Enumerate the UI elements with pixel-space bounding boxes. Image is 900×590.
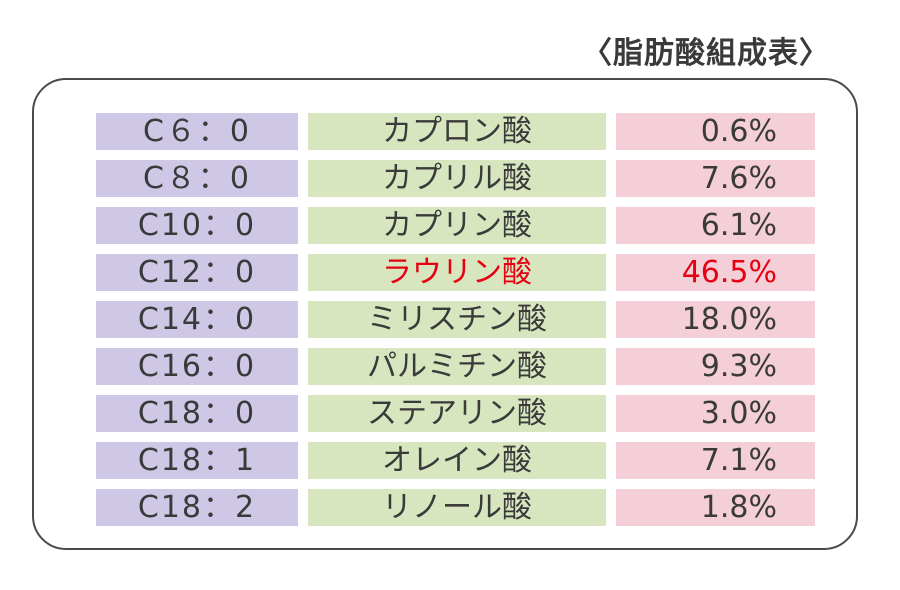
fatty-acid-name-cell: リノール酸 [308,489,606,526]
fatty-acid-code-cell: C６：0 [96,113,298,150]
fatty-acid-code-cell: C10：0 [96,207,298,244]
fatty-acid-percent-cell: 3.0% [616,395,815,432]
fatty-acid-percent-cell: 6.1% [616,207,815,244]
table-row: C６：0 カプロン酸 0.6% [96,113,815,150]
table-row: C18：0 ステアリン酸 3.0% [96,395,815,432]
fatty-acid-percent-cell: 46.5% [616,254,815,291]
fatty-acid-name-cell: カプリン酸 [308,207,606,244]
fatty-acid-code-cell: C18：0 [96,395,298,432]
fatty-acid-code-cell: C14：0 [96,301,298,338]
fatty-acid-name-cell: パルミチン酸 [308,348,606,385]
fatty-acid-percent-cell: 7.6% [616,160,815,197]
table-row: C18：1 オレイン酸 7.1% [96,442,815,479]
table-row: C10：0 カプリン酸 6.1% [96,207,815,244]
fatty-acid-name-cell: ミリスチン酸 [308,301,606,338]
table-row: C12：0 ラウリン酸 46.5% [96,254,815,291]
table-row: C18：2 リノール酸 1.8% [96,489,815,526]
fatty-acid-code-cell: C18：1 [96,442,298,479]
fatty-acid-name-cell: ステアリン酸 [308,395,606,432]
fatty-acid-name-cell: ラウリン酸 [308,254,606,291]
table-title: 〈脂肪酸組成表〉 [582,36,830,71]
fatty-acid-percent-cell: 18.0% [616,301,815,338]
fatty-acid-code-cell: C18：2 [96,489,298,526]
fatty-acid-percent-cell: 1.8% [616,489,815,526]
fatty-acid-name-cell: オレイン酸 [308,442,606,479]
fatty-acid-percent-cell: 9.3% [616,348,815,385]
table-row: C14：0 ミリスチン酸 18.0% [96,301,815,338]
fatty-acid-code-cell: C16：0 [96,348,298,385]
fatty-acid-table: C６：0 カプロン酸 0.6% C８：0 カプリル酸 7.6% C10：0 カプリン酸 6.1%… [96,113,815,536]
fatty-acid-percent-cell: 7.1% [616,442,815,479]
table-row: C16：0 パルミチン酸 9.3% [96,348,815,385]
table-row: C８：0 カプリル酸 7.6% [96,160,815,197]
fatty-acid-name-cell: カプロン酸 [308,113,606,150]
fatty-acid-code-cell: C12：0 [96,254,298,291]
fatty-acid-code-cell: C８：0 [96,160,298,197]
fatty-acid-name-cell: カプリル酸 [308,160,606,197]
table-frame [32,78,858,550]
fatty-acid-percent-cell: 0.6% [616,113,815,150]
